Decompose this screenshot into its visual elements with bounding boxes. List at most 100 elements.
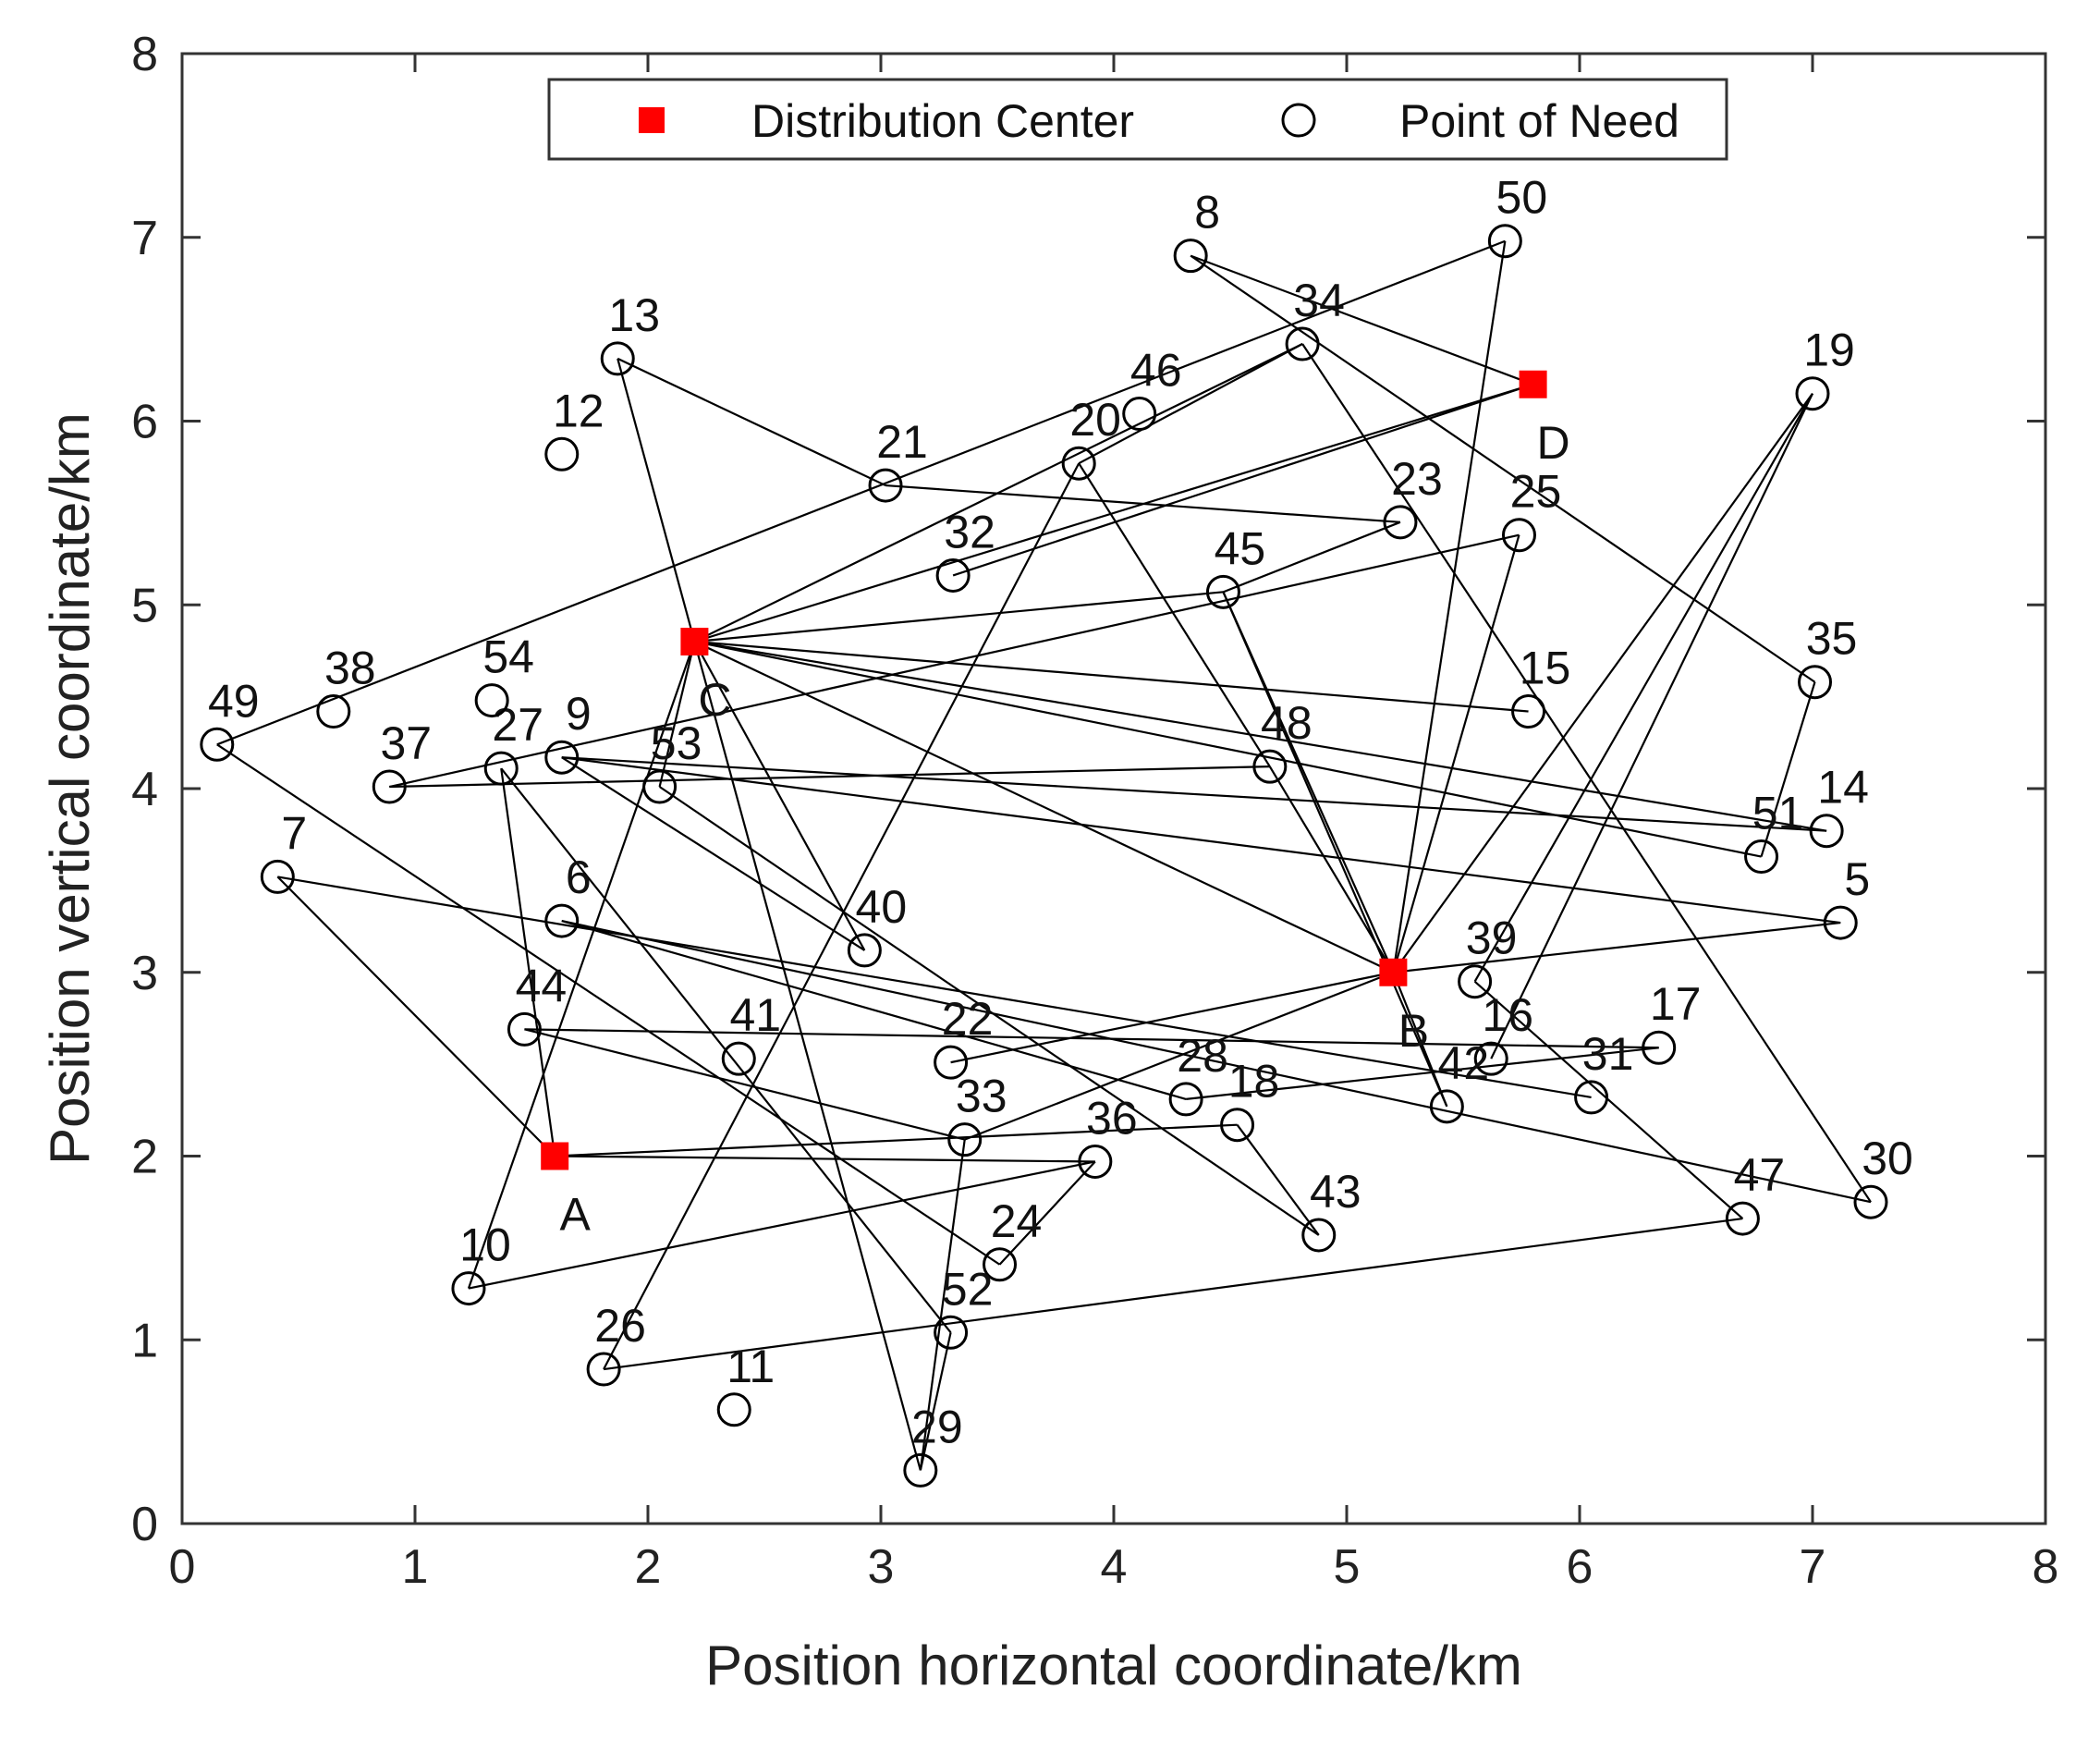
point-of-need-16: [1473, 1041, 1508, 1076]
point-of-need-35: [1798, 665, 1833, 700]
point-label-26: 26: [594, 1300, 646, 1352]
point-of-need-5: [1823, 905, 1858, 940]
route-segment-47-39: [1473, 980, 1744, 1219]
route-segment-B-42: [1392, 972, 1448, 1108]
point-label-7: 7: [281, 807, 307, 859]
point-of-need-39: [1458, 964, 1493, 999]
y-tick-label: 3: [131, 947, 158, 1000]
point-of-need-26: [586, 1352, 621, 1387]
point-label-38: 38: [324, 643, 376, 694]
point-of-need-7: [260, 859, 295, 894]
point-label-30: 30: [1862, 1133, 1913, 1184]
x-tick-label: 0: [169, 1540, 196, 1594]
point-label-40: 40: [856, 881, 908, 933]
point-label-21: 21: [876, 416, 928, 468]
point-of-need-44: [507, 1011, 542, 1047]
route-segment-37-25: [389, 533, 1520, 789]
point-of-need-48: [1252, 749, 1288, 784]
route-segment-25-B: [1392, 534, 1520, 974]
point-label-42: 42: [1438, 1037, 1490, 1089]
route-segment-36-24: [998, 1160, 1096, 1266]
route-segment-9-5: [561, 756, 1841, 925]
point-label-6: 6: [566, 851, 592, 903]
point-of-need-11: [716, 1392, 751, 1427]
legend-center-marker: [639, 107, 665, 133]
center-label-A: A: [560, 1189, 592, 1241]
point-of-need-54: [474, 683, 509, 718]
point-label-20: 20: [1069, 394, 1121, 446]
point-label-18: 18: [1228, 1056, 1280, 1108]
point-of-need-19: [1795, 376, 1830, 411]
point-label-41: 41: [729, 989, 781, 1041]
point-of-need-22: [934, 1045, 969, 1080]
x-tick-label: 5: [1334, 1540, 1361, 1594]
point-of-need-53: [642, 769, 678, 804]
y-tick-label: 0: [131, 1498, 158, 1551]
distribution-center-C: [680, 628, 709, 655]
point-label-39: 39: [1466, 912, 1518, 964]
distribution-center-B: [1379, 958, 1408, 986]
point-label-29: 29: [911, 1401, 963, 1452]
point-of-need-14: [1809, 814, 1844, 849]
point-label-12: 12: [553, 385, 604, 436]
y-tick-label: 2: [131, 1131, 158, 1184]
route-segment-B-22: [950, 971, 1394, 1064]
route-segment-A-18: [555, 1123, 1238, 1157]
point-of-need-33: [947, 1122, 983, 1157]
point-of-need-45: [1205, 574, 1240, 609]
point-of-need-31: [1574, 1080, 1609, 1115]
point-label-48: 48: [1261, 697, 1312, 749]
point-label-23: 23: [1391, 453, 1443, 505]
y-tick-label: 7: [131, 212, 158, 265]
route-segment-C-D: [694, 383, 1533, 643]
route-segment-51-C: [694, 640, 1762, 858]
point-label-22: 22: [942, 993, 994, 1045]
point-label-37: 37: [380, 717, 432, 769]
route-segment-A-27: [500, 767, 556, 1157]
point-label-15: 15: [1520, 643, 1571, 694]
point-of-need-34: [1285, 326, 1320, 361]
point-label-31: 31: [1582, 1028, 1634, 1080]
x-tick-label: 8: [2033, 1540, 2059, 1594]
point-label-50: 50: [1496, 172, 1548, 224]
y-tick-label: 1: [131, 1314, 158, 1367]
route-segment-37-48: [389, 765, 1270, 789]
route-segment-23-45: [1223, 520, 1401, 594]
route-segment-8-35: [1190, 254, 1816, 683]
route-segment-33-44: [524, 1028, 965, 1141]
point-label-28: 28: [1177, 1030, 1228, 1082]
point-of-need-9: [544, 740, 580, 775]
point-of-need-30: [1853, 1184, 1888, 1219]
point-label-53: 53: [651, 717, 702, 769]
route-segment-C-15: [694, 640, 1529, 713]
point-of-need-8: [1173, 239, 1208, 274]
route-segment-13-21: [617, 357, 886, 487]
x-tick-label: 3: [868, 1540, 895, 1594]
route-segment-9-14: [561, 756, 1827, 832]
point-of-need-23: [1383, 505, 1418, 540]
route-segment-A-36: [555, 1155, 1095, 1163]
x-tick-label: 4: [1101, 1540, 1128, 1594]
y-axis-label: Position vertical coordinate/km: [39, 412, 101, 1165]
point-label-10: 10: [459, 1219, 511, 1271]
point-of-need-47: [1725, 1201, 1760, 1236]
point-label-46: 46: [1130, 345, 1182, 397]
legend-center-label: Distribution Center: [751, 95, 1134, 147]
point-of-need-29: [903, 1452, 938, 1488]
route-segment-52-29: [919, 1332, 952, 1471]
route-segment-18-43: [1236, 1124, 1320, 1236]
point-of-need-28: [1168, 1082, 1203, 1117]
route-segment-6-28: [561, 920, 1187, 1100]
x-tick-label: 6: [1567, 1540, 1593, 1594]
y-tick-label: 8: [131, 28, 158, 81]
point-of-need-13: [600, 341, 635, 376]
point-of-need-52: [934, 1315, 969, 1350]
legend: Distribution Center Point of Need: [547, 78, 1728, 161]
route-segment-B-19: [1392, 393, 1813, 974]
point-of-need-40: [847, 933, 882, 968]
point-of-need-15: [1511, 694, 1546, 729]
point-of-need-10: [451, 1271, 486, 1306]
